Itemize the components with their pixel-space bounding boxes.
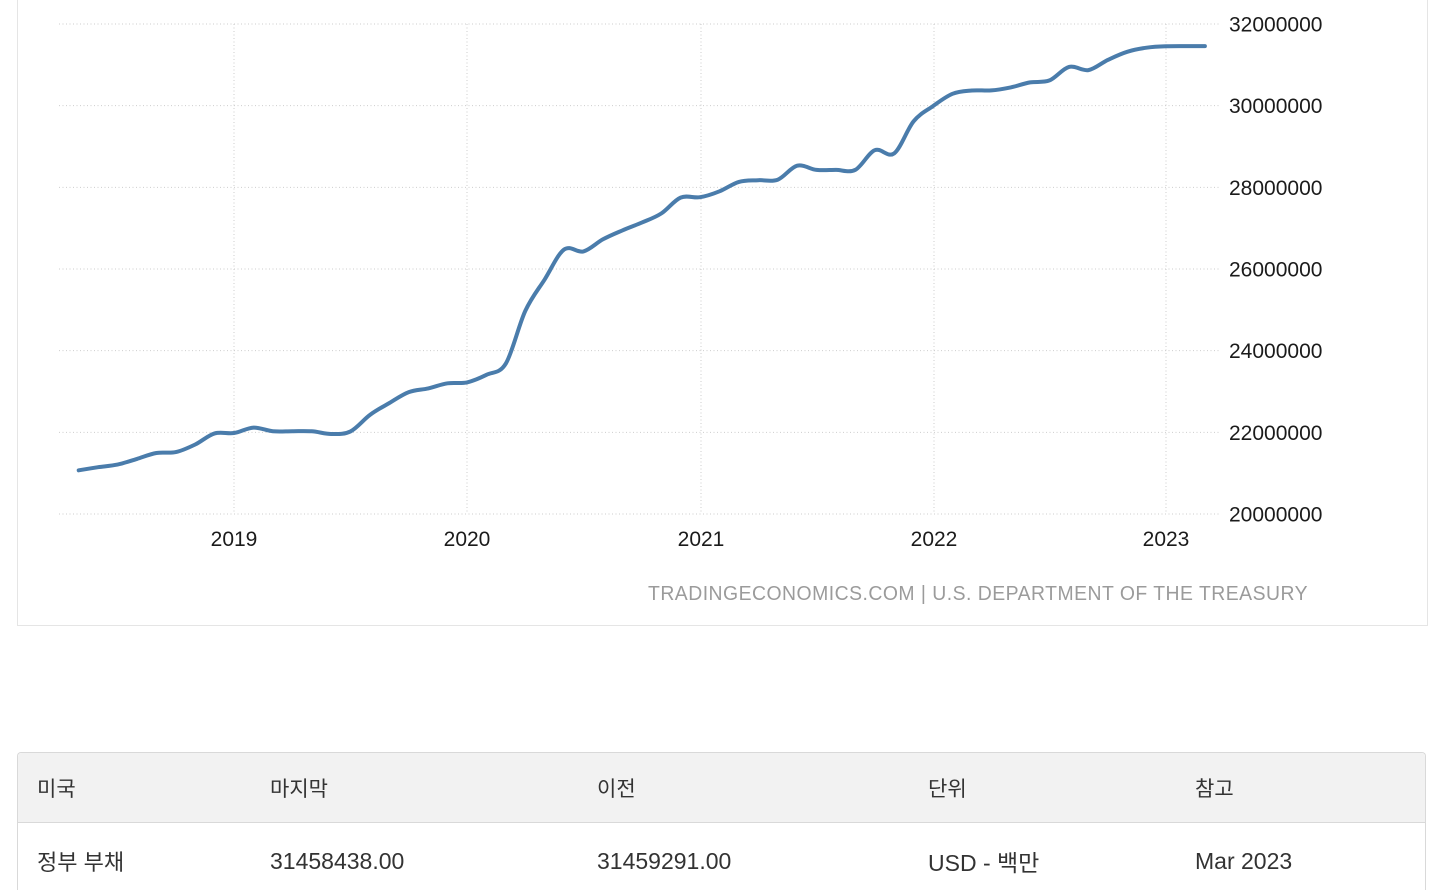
x-tick-label: 2023 [1143, 528, 1190, 551]
last-value: 31458438.00 [270, 847, 405, 874]
table-header-previous: 이전 [597, 777, 636, 801]
x-tick-label: 2019 [211, 528, 258, 551]
reference-value: Mar 2023 [1195, 847, 1293, 874]
table-header-country: 미국 [37, 777, 76, 801]
x-tick-label: 2021 [678, 528, 725, 551]
table-header-unit: 단위 [928, 777, 967, 801]
y-tick-label: 28000000 [1229, 177, 1322, 200]
table-row: 정부 부채 31458438.00 31459291.00 USD - 백만 M… [18, 823, 1425, 890]
chart-card: 32000000 30000000 28000000 26000000 24000000… [17, 0, 1428, 626]
y-tick-label: 30000000 [1229, 95, 1322, 118]
table-header-last: 마지막 [270, 777, 328, 801]
indicator-link[interactable]: 정부 부채 [37, 850, 125, 875]
table-header-reference: 참고 [1195, 777, 1234, 801]
y-axis-labels: 32000000 30000000 28000000 26000000 24000000… [1229, 14, 1322, 527]
unit-value: USD - 백만 [928, 850, 1040, 876]
y-tick-label: 22000000 [1229, 422, 1322, 445]
y-tick-label: 24000000 [1229, 340, 1322, 363]
x-gridlines [233, 24, 1167, 514]
summary-table: 미국 마지막 이전 단위 참고 정부 부채 31458438.00 314592… [17, 752, 1426, 890]
watermark-text: TRADINGECONOMICS.COM | U.S. DEPARTMENT O… [648, 582, 1308, 605]
debt-line-series [76, 44, 1207, 473]
x-tick-label: 2022 [911, 528, 958, 551]
x-axis-labels: 2019 2020 2021 2022 2023 [211, 528, 1190, 551]
y-tick-label: 32000000 [1229, 14, 1322, 37]
table-header-row: 미국 마지막 이전 단위 참고 [18, 753, 1425, 823]
x-tick-label: 2020 [444, 528, 491, 551]
y-tick-label: 20000000 [1229, 504, 1322, 527]
y-gridlines [59, 23, 1219, 515]
previous-value: 31459291.00 [597, 847, 732, 874]
y-tick-label: 26000000 [1229, 259, 1322, 282]
government-debt-line-chart: 32000000 30000000 28000000 26000000 24000000… [59, 14, 1322, 605]
